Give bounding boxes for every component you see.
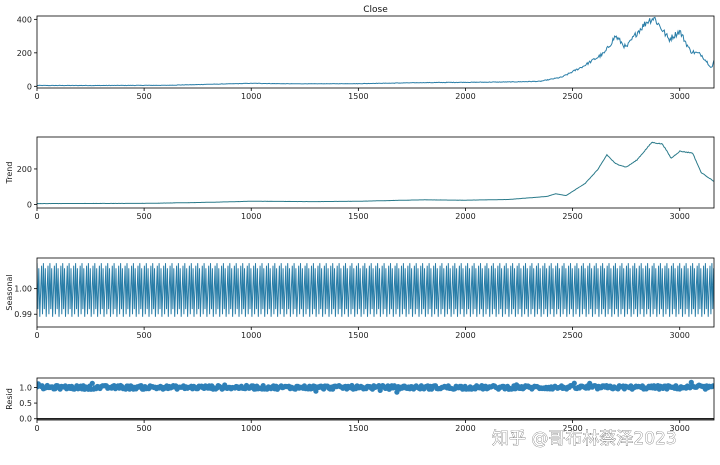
panel-1: 0 500 1000 1500 2000 2500 3000 0 200 400 Close <box>17 5 715 101</box>
y-axis-label: Seasonal <box>5 274 14 310</box>
y-tick-label: 200 <box>17 49 32 58</box>
x-tick-label: 1500 <box>348 212 368 221</box>
y-tick-label: 1.0 <box>19 383 32 392</box>
x-tick-label: 2500 <box>562 92 582 101</box>
x-tick-label: 2000 <box>455 424 475 433</box>
axes-frame <box>36 377 715 421</box>
x-tick-label: 0 <box>34 331 39 340</box>
resid-point <box>710 383 714 389</box>
x-tick-label: 1000 <box>241 331 261 340</box>
seasonal-line <box>37 263 714 317</box>
series-line <box>37 141 714 205</box>
y-tick-label: 0.0 <box>19 415 32 424</box>
axes-frame <box>36 136 715 209</box>
y-tick-label: 1.00 <box>14 285 32 294</box>
x-tick-label: 3000 <box>670 212 690 221</box>
panel-4: 0 500 1000 1500 2000 2500 3000 0.0 0.5 1.0 Resid <box>5 377 715 433</box>
x-tick-label: 500 <box>136 92 151 101</box>
x-tick-label: 2000 <box>455 212 475 221</box>
x-tick-label: 1500 <box>348 331 368 340</box>
x-tick-label: 3000 <box>670 92 690 101</box>
y-tick-label: 400 <box>17 15 32 24</box>
y-tick-label: 0.99 <box>14 310 32 319</box>
y-tick-label: 200 <box>17 165 32 174</box>
y-axis-label: Trend <box>5 162 14 185</box>
x-tick-label: 0 <box>34 424 39 433</box>
y-tick-label: 0 <box>27 200 32 209</box>
x-tick-label: 1500 <box>348 424 368 433</box>
resid-points <box>37 379 714 395</box>
y-axis-label: Resid <box>5 388 14 410</box>
x-tick-label: 2500 <box>562 424 582 433</box>
axes-frame <box>36 15 715 89</box>
x-tick-label: 1000 <box>241 424 261 433</box>
y-tick-label: 0.5 <box>19 399 32 408</box>
watermark-text: 知乎 @哥布林蔡泽2023 <box>492 429 677 449</box>
x-tick-label: 2500 <box>562 212 582 221</box>
resid-point <box>571 380 577 386</box>
panel-title: Close <box>363 5 388 15</box>
plot-area <box>37 379 714 420</box>
x-tick-label: 0 <box>34 212 39 221</box>
plot-area <box>37 16 714 87</box>
axes-frame <box>36 257 715 328</box>
resid-point <box>313 388 319 394</box>
x-tick-label: 2000 <box>455 331 475 340</box>
plot-area <box>37 263 714 317</box>
plot-area <box>37 141 714 205</box>
y-tick-label: 0 <box>27 82 32 91</box>
x-tick-label: 2000 <box>455 92 475 101</box>
x-tick-label: 3000 <box>670 424 690 433</box>
x-tick-label: 1000 <box>241 212 261 221</box>
x-tick-label: 500 <box>136 331 151 340</box>
x-tick-label: 2500 <box>562 331 582 340</box>
x-tick-label: 1500 <box>348 92 368 101</box>
x-tick-label: 0 <box>34 92 39 101</box>
x-tick-label: 3000 <box>670 331 690 340</box>
resid-point <box>89 380 95 386</box>
x-tick-label: 500 <box>136 212 151 221</box>
series-line <box>37 16 714 87</box>
x-tick-label: 1000 <box>241 92 261 101</box>
x-tick-label: 500 <box>136 424 151 433</box>
